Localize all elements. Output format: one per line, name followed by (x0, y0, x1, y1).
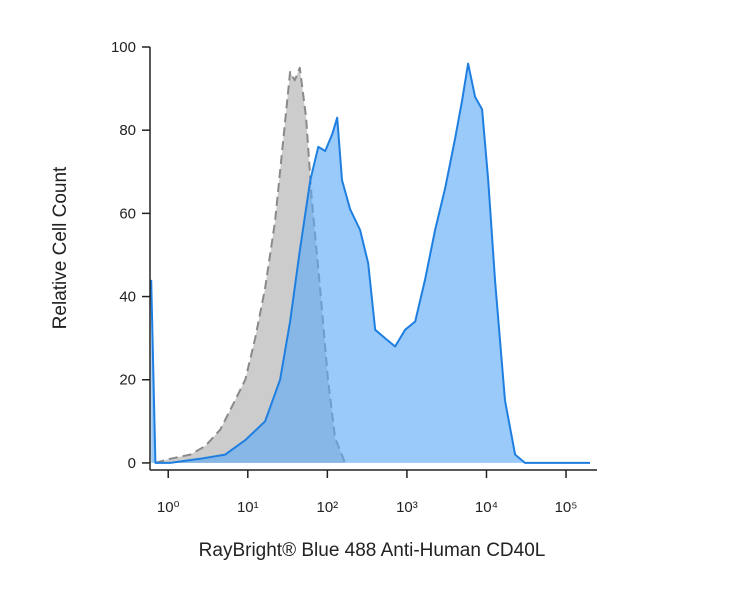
area-fill (151, 63, 590, 463)
x-tick-label: 10⁰ (157, 499, 180, 516)
x-axis-title: RayBright® Blue 488 Anti-Human CD40L (199, 540, 546, 561)
y-axis-title: Relative Cell Count (50, 166, 71, 329)
y-tick-label: 100 (111, 39, 136, 56)
y-tick-label: 0 (128, 455, 136, 472)
y-tick-label: 60 (119, 205, 136, 222)
x-tick-label: 10² (317, 499, 339, 516)
x-tick-label: 10⁴ (475, 499, 498, 516)
y-tick-label: 40 (119, 289, 136, 306)
y-tick-label: 80 (119, 122, 136, 139)
x-tick-label: 10⁵ (555, 499, 578, 516)
x-tick-label: 10³ (396, 499, 418, 516)
x-tick-label: 10¹ (237, 499, 259, 516)
y-tick-label: 20 (119, 372, 136, 389)
area-line (150, 62, 590, 464)
